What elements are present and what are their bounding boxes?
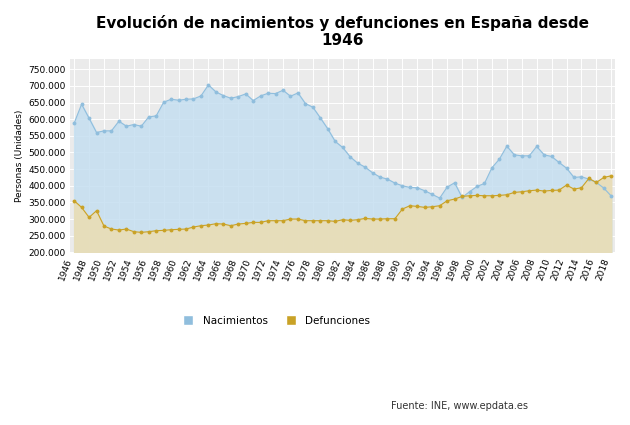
Nacimientos — [548, 154, 556, 159]
Text: Fuente: INE, www.epdata.es: Fuente: INE, www.epdata.es — [391, 401, 527, 411]
Nacimientos — [205, 82, 212, 88]
Nacimientos — [570, 175, 578, 180]
Line: Nacimientos: Nacimientos — [72, 83, 613, 200]
Title: Evolución de nacimientos y defunciones en España desde
1946: Evolución de nacimientos y defunciones e… — [96, 15, 589, 48]
Defunciones — [197, 223, 205, 228]
Nacimientos — [436, 196, 444, 201]
Legend: Nacimientos, Defunciones: Nacimientos, Defunciones — [174, 312, 374, 330]
Nacimientos — [190, 96, 197, 102]
Nacimientos — [257, 94, 265, 99]
Defunciones — [525, 188, 533, 193]
Defunciones — [346, 218, 354, 223]
Y-axis label: Personas (Unidades): Personas (Unidades) — [15, 110, 24, 202]
Defunciones — [71, 198, 78, 203]
Line: Defunciones: Defunciones — [72, 174, 613, 234]
Nacimientos — [607, 193, 615, 198]
Defunciones — [541, 189, 548, 194]
Nacimientos — [533, 144, 541, 149]
Defunciones — [607, 173, 615, 178]
Nacimientos — [71, 121, 78, 126]
Defunciones — [563, 183, 570, 188]
Defunciones — [257, 220, 265, 225]
Defunciones — [137, 230, 145, 235]
Nacimientos — [346, 154, 354, 159]
